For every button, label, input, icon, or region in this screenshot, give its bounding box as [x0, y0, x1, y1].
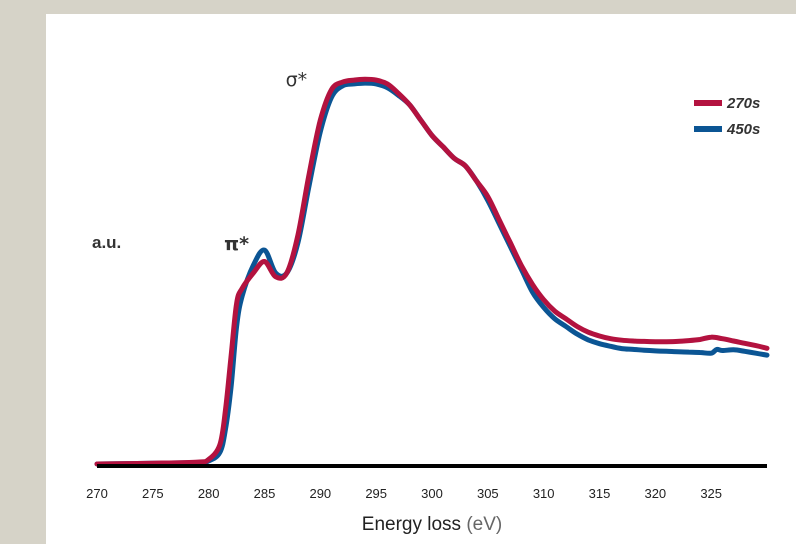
x-tick-label: 285	[254, 486, 276, 501]
legend-swatch-270s	[694, 100, 722, 106]
legend: 270s 450s	[694, 95, 760, 138]
legend-label-270s: 270s	[726, 95, 760, 112]
x-axis-label-unit: (eV)	[466, 514, 502, 535]
x-tick-label: 275	[142, 486, 164, 501]
series-line-450s	[94, 80, 770, 467]
legend-label-450s: 450s	[726, 121, 760, 138]
y-axis-label: a.u.	[92, 233, 121, 252]
x-tick-label: 310	[533, 486, 555, 501]
x-tick-labels: 270 275 280 285 290 295 300 305 310 315 320 325	[86, 486, 722, 501]
series-layer	[94, 76, 770, 467]
x-tick-label: 305	[477, 486, 499, 501]
x-tick-label: 315	[589, 486, 611, 501]
x-tick-label: 295	[365, 486, 387, 501]
x-axis-label: Energy loss (eV)	[362, 514, 502, 535]
x-axis-label-text: Energy loss	[362, 514, 461, 535]
annotation-pi-star: π*	[224, 233, 249, 255]
annotation-sigma-star: σ*	[286, 69, 308, 91]
x-tick-label: 325	[700, 486, 722, 501]
chart-panel	[46, 14, 796, 544]
legend-swatch-450s	[694, 126, 722, 132]
x-tick-label: 300	[421, 486, 443, 501]
x-tick-label: 320	[644, 486, 666, 501]
x-tick-label: 290	[309, 486, 331, 501]
x-tick-label: 280	[198, 486, 220, 501]
x-tick-label: 270	[86, 486, 108, 501]
x-axis-line	[97, 464, 767, 468]
series-line-270s	[94, 76, 770, 467]
